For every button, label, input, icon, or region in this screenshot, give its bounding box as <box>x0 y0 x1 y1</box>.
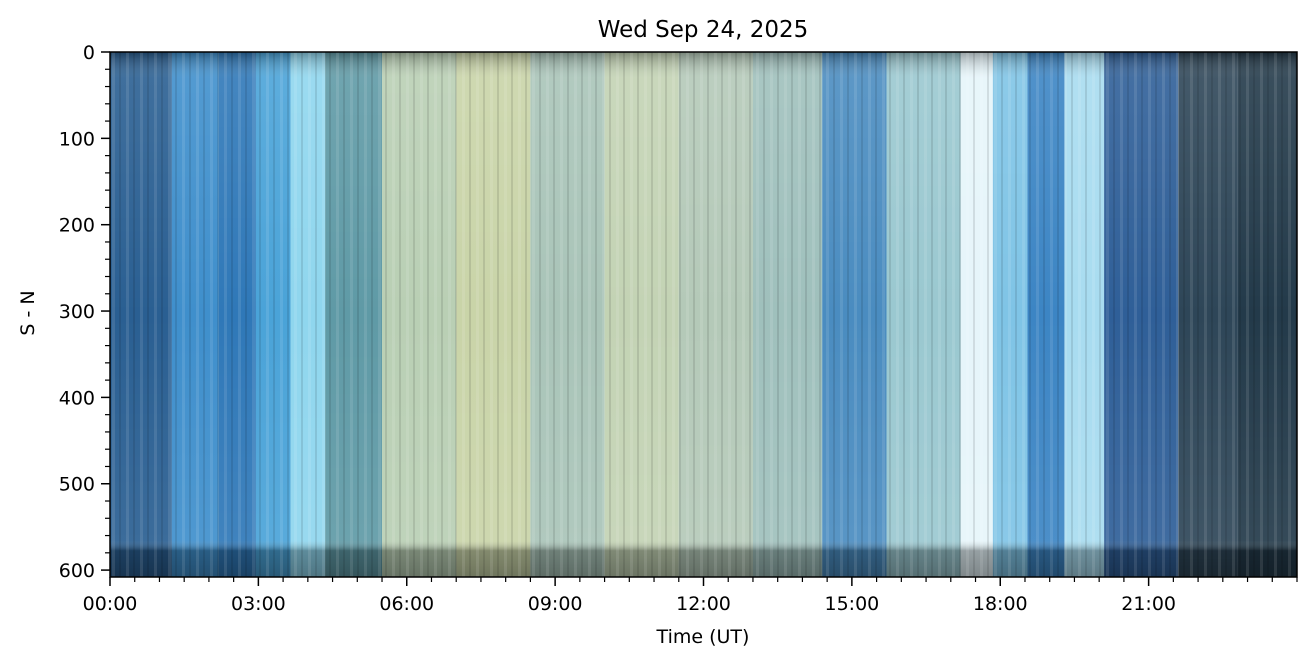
x-axis: 00:00 03:00 06:00 09:00 12:00 15:00 18:00 21:00 <box>83 577 1298 615</box>
y-axis: 0 100 200 300 400 500 600 <box>59 42 110 582</box>
x-tick-label: 03:00 <box>231 593 286 615</box>
plot-area <box>109 51 1298 578</box>
y-tick-label: 400 <box>59 387 95 409</box>
y-tick-label: 300 <box>59 301 95 323</box>
x-axis-label: Time (UT) <box>656 626 750 648</box>
x-tick-label: 09:00 <box>528 593 583 615</box>
x-tick-label: 12:00 <box>676 593 731 615</box>
y-tick-label: 100 <box>59 128 95 150</box>
x-tick-label: 15:00 <box>824 593 879 615</box>
y-tick-label: 600 <box>59 560 95 582</box>
x-tick-label: 00:00 <box>83 593 138 615</box>
y-tick-label: 0 <box>83 42 95 64</box>
chart-title: Wed Sep 24, 2025 <box>598 17 809 43</box>
y-tick-label: 200 <box>59 215 95 237</box>
x-tick-label: 18:00 <box>973 593 1028 615</box>
y-axis-label: S - N <box>17 290 39 335</box>
streak-texture <box>110 52 1297 577</box>
x-tick-label: 21:00 <box>1121 593 1176 615</box>
x-tick-label: 06:00 <box>379 593 434 615</box>
y-tick-label: 500 <box>59 474 95 496</box>
